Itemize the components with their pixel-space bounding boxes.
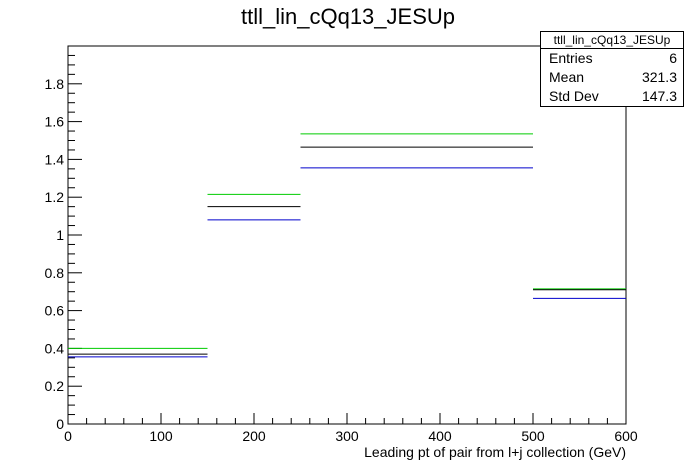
y-tick-label: 0.2 [45, 378, 65, 394]
y-tick-label: 0 [56, 416, 64, 432]
stats-label: Mean [549, 69, 585, 85]
x-tick-label: 500 [521, 428, 545, 444]
y-tick-label: 1.8 [45, 76, 65, 92]
stats-row-stddev: Std Dev 147.3 [541, 87, 683, 106]
stats-value: 147.3 [641, 88, 677, 104]
chart-title: ttll_lin_cQq13_JESUp [240, 4, 455, 29]
stats-label: Std Dev [549, 88, 599, 104]
y-tick-label: 0.6 [45, 303, 65, 319]
x-tick-label: 600 [614, 428, 638, 444]
axis-ticks [67, 45, 627, 425]
axis-tick-labels: 0 100 200 300 400 500 600 0 0.2 0.4 0.6 0.8 1 1.2 1.4 1… [45, 76, 638, 444]
y-tick-label: 1.4 [45, 151, 65, 167]
x-tick-label: 200 [242, 428, 266, 444]
stats-box: ttll_lin_cQq13_JESUp Entries 6 Mean 321.… [540, 31, 684, 107]
stats-value: 321.3 [641, 69, 677, 85]
y-tick-label: 0.8 [45, 265, 65, 281]
x-tick-label: 0 [64, 428, 72, 444]
stats-row-entries: Entries 6 [541, 49, 683, 68]
y-tick-label: 1.6 [45, 114, 65, 130]
stats-title: ttll_lin_cQq13_JESUp [541, 32, 683, 49]
y-tick-label: 1.2 [45, 189, 65, 205]
x-tick-label: 400 [428, 428, 452, 444]
stats-value: 6 [669, 50, 677, 66]
y-tick-label: 1 [56, 227, 64, 243]
x-tick-label: 300 [335, 428, 359, 444]
histogram-bins [68, 133, 626, 358]
y-tick-label: 0.4 [45, 340, 65, 356]
stats-label: Entries [549, 50, 593, 66]
x-tick-label: 100 [149, 428, 173, 444]
x-axis-label: Leading pt of pair from l+j collection (… [364, 444, 626, 460]
stats-row-mean: Mean 321.3 [541, 68, 683, 87]
